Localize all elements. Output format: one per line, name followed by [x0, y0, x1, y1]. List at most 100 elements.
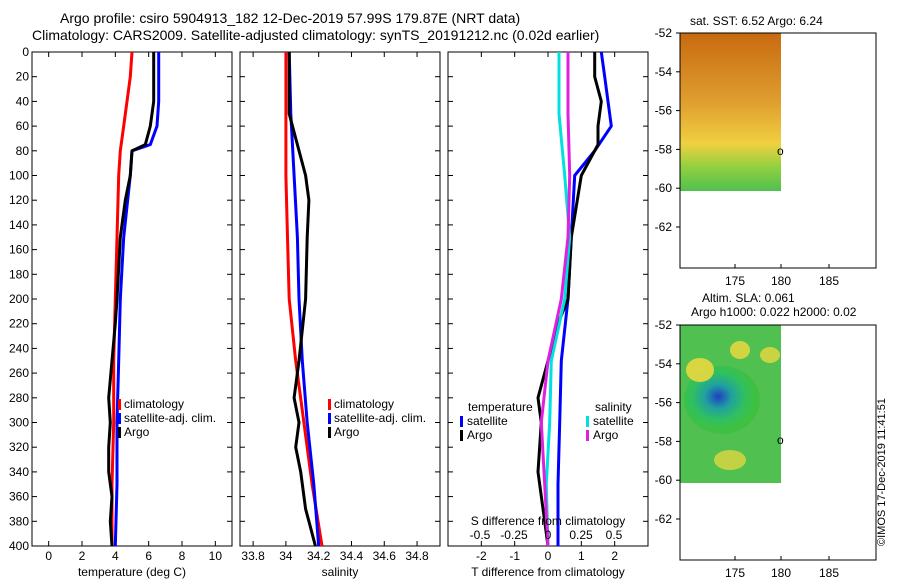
title-line-2: Climatology: CARS2009. Satellite-adjuste… [32, 27, 600, 43]
temperature-xlabel: temperature (deg C) [78, 565, 186, 579]
diff-legend-s-label: satellite [593, 414, 634, 428]
depth-tick-label: 200 [9, 292, 29, 306]
diff-legend-t-swatch [460, 430, 463, 441]
sla-map: Altim. SLA: 0.061 Argo h1000: 0.022 h200… [655, 291, 877, 580]
sst-ytick-label: -60 [655, 181, 673, 195]
sst-xtick-label: 185 [819, 274, 839, 288]
salinity-series-argo [287, 52, 317, 547]
temperature-legend-label: Argo [124, 425, 150, 439]
sst-ytick-label: -52 [655, 26, 673, 40]
depth-tick-label: 160 [9, 243, 29, 257]
difference-panel: -2 -1 0 1 2 T difference from climatology temp… [447, 51, 649, 579]
differences-xtick-label: 1 [578, 549, 585, 563]
diff-legend-t-label: satellite [467, 414, 508, 428]
title-line-1: Argo profile: csiro 5904913_182 12-Dec-2… [60, 10, 521, 26]
sst-map: sat. SST: 6.52 Argo: 6.24 o -52 -54 -56 -58… [655, 14, 877, 288]
differences-xtick-label: 2 [611, 549, 618, 563]
depth-tick-label: 280 [9, 391, 29, 405]
sst-image [680, 33, 781, 191]
sla-map-frame [679, 324, 877, 561]
diff-s-tick-label: -0.5 [470, 528, 491, 542]
depth-tick-label: 220 [9, 317, 29, 331]
sla-xtick-label: 175 [725, 566, 745, 580]
depth-tick-label: 360 [9, 490, 29, 504]
sla-map-title-2: Argo h1000: 0.022 h2000: 0.02 [691, 305, 857, 319]
depth-tick-label: 340 [9, 465, 29, 479]
temperature-frame [31, 51, 233, 547]
sla-ytick-label: -54 [655, 357, 673, 371]
temperature-legend-swatch [118, 427, 121, 438]
sst-ytick-label: -58 [655, 142, 673, 156]
salinity-xtick-label: 33.8 [241, 549, 265, 563]
differences-xtick-label: -2 [476, 549, 487, 563]
sla-xtick-label: 180 [771, 566, 791, 580]
depth-tick-label: 320 [9, 440, 29, 454]
salinity-legend-label: satellite-adj. clim. [334, 411, 426, 425]
salinity-xlabel: salinity [322, 565, 359, 579]
temperature-xtick-label: 8 [179, 549, 186, 563]
depth-tick-label: 180 [9, 267, 29, 281]
salinity-xtick-label: 34.6 [373, 549, 397, 563]
salinity-series-satellite-adj-clim- [287, 51, 321, 547]
diff-s-tick-label: 0.25 [569, 528, 593, 542]
sla-high-3 [760, 347, 780, 363]
salinity-series-climatology [284, 52, 324, 547]
temperature-xtick-label: 4 [112, 549, 119, 563]
salinity-panel: 33.8 34 34.2 34.4 34.6 34.8 salinity climatolog… [239, 51, 441, 579]
diff-legend-s-swatch [586, 416, 589, 427]
diff-s-tick-label: 0 [545, 528, 552, 542]
differences-xtick-label: -1 [509, 549, 520, 563]
sst-xtick-label: 175 [725, 274, 745, 288]
depth-tick-label: 300 [9, 416, 29, 430]
sla-low-anomaly [684, 366, 760, 434]
salinity-xtick-label: 34 [279, 549, 293, 563]
salinity-xtick-label: 34.8 [405, 549, 429, 563]
temperature-xtick-label: 2 [79, 549, 86, 563]
sst-map-title: sat. SST: 6.52 Argo: 6.24 [690, 14, 823, 28]
salinity-legend-swatch [328, 427, 331, 438]
temperature-panel: 0204060801001201401601802002202402602803… [9, 45, 233, 579]
sst-argo-marker: o [777, 144, 784, 158]
salinity-legend-swatch [328, 413, 331, 424]
sla-ytick-label: -58 [655, 434, 673, 448]
depth-tick-label: 60 [16, 119, 30, 133]
salinity-xtick-label: 34.2 [307, 549, 331, 563]
diff-legend-temperature-header: temperature [468, 400, 533, 414]
temperature-xtick-label: 6 [145, 549, 152, 563]
salinity-legend-label: climatology [334, 397, 394, 411]
temperature-xtick-label: 10 [209, 549, 223, 563]
sla-high-1 [686, 358, 714, 382]
depth-tick-label: 260 [9, 366, 29, 380]
temperature-legend-label: climatology [124, 397, 184, 411]
diff-legend-s-swatch [586, 430, 589, 441]
depth-tick-label: 20 [16, 70, 30, 84]
diff-top-label: S difference from climatology [471, 514, 626, 528]
differences-series-t-argo [536, 52, 603, 547]
differences-series-s-argo [539, 52, 572, 547]
diff-legend-t-swatch [460, 416, 463, 427]
depth-tick-label: 0 [22, 45, 29, 59]
depth-tick-label: 380 [9, 514, 29, 528]
temperature-xtick-label: 0 [45, 549, 52, 563]
sla-high-4 [714, 450, 746, 470]
temperature-series-satellite-adj-clim- [113, 52, 161, 547]
depth-tick-label: 120 [9, 193, 29, 207]
temperature-series-climatology [110, 51, 134, 546]
differences-series-s-satellite [544, 52, 572, 547]
sla-ytick-label: -62 [655, 512, 673, 526]
sla-ytick-label: -52 [655, 318, 673, 332]
depth-tick-label: 80 [16, 144, 30, 158]
temperature-legend-label: satellite-adj. clim. [124, 411, 216, 425]
depth-tick-label: 40 [16, 94, 30, 108]
salinity-legend-label: Argo [334, 425, 360, 439]
differences-xlabel: T difference from climatology [471, 565, 625, 579]
temperature-series-argo [107, 52, 156, 547]
diff-s-tick-label: 0.5 [606, 528, 623, 542]
temperature-legend-swatch [118, 413, 121, 424]
diff-legend-t-label: Argo [467, 428, 493, 442]
diff-s-tick-label: -0.25 [500, 528, 528, 542]
sla-ytick-label: -60 [655, 473, 673, 487]
sst-map-frame [679, 32, 877, 269]
depth-tick-label: 400 [9, 539, 29, 553]
sla-map-title: Altim. SLA: 0.061 [702, 291, 795, 305]
